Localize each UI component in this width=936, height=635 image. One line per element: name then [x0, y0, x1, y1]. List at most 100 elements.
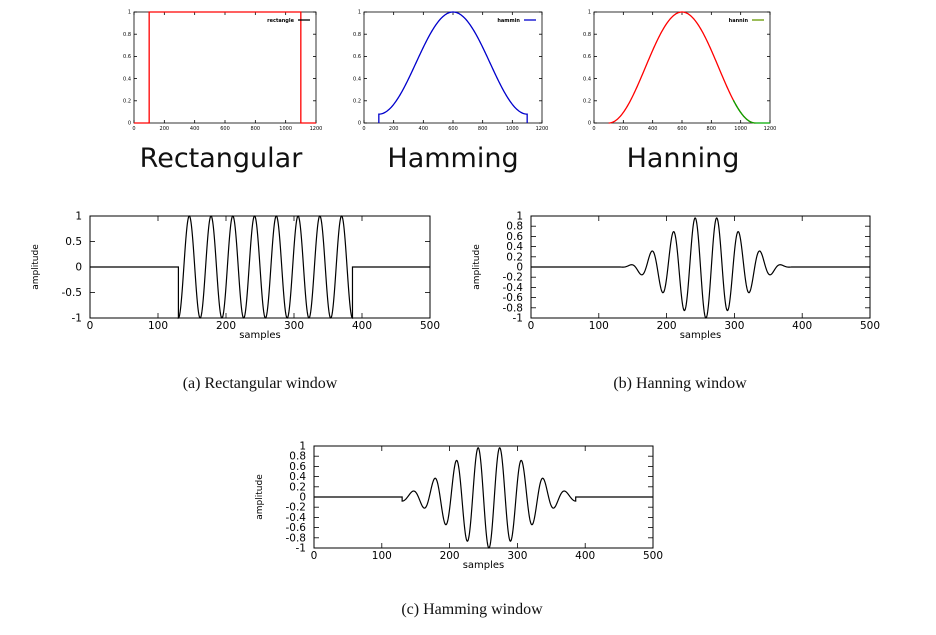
- x-tick-label: 500: [420, 320, 440, 332]
- rectangular-window-chart: 0 200 400 600 800 1000 1200 0 0.2 0.4 0.6 0.8 1 recta…: [123, 10, 322, 132]
- series-line: [608, 11, 756, 124]
- label-hamming: Hamming: [387, 143, 518, 174]
- y-tick-label: -1: [513, 313, 523, 325]
- x-tick-label: 400: [190, 126, 200, 132]
- x-tick-label: 1000: [279, 126, 292, 132]
- y-tick-label: 0: [75, 262, 82, 274]
- x-tick-label: 100: [589, 320, 609, 332]
- x-tick-label: 1200: [310, 126, 323, 132]
- y-tick-label: 0: [299, 492, 306, 504]
- y-axis-label: amplitude: [255, 474, 265, 520]
- x-tick-label: 0: [592, 126, 595, 132]
- x-tick-label: 400: [648, 126, 658, 132]
- y-tick-label: 0.8: [583, 32, 591, 38]
- y-tick-label: 0.8: [289, 451, 306, 463]
- x-tick-label: 1200: [764, 126, 777, 132]
- series-line: [531, 217, 870, 319]
- hanning-window-chart: 0 200 400 600 800 1000 1200 0 0.2 0.4 0.6 0.8 1 hanni…: [583, 10, 776, 132]
- x-axis-label: samples: [680, 330, 722, 341]
- y-tick-label: 0.6: [353, 54, 361, 60]
- x-tick-label: 100: [148, 320, 168, 332]
- legend-label: rectangle: [267, 18, 294, 24]
- x-tick-label: 300: [507, 550, 527, 562]
- label-rectangular: Rectangular: [140, 143, 304, 174]
- y-tick-label: 1: [588, 10, 591, 16]
- x-tick-label: 400: [575, 550, 595, 562]
- y-tick-label: 0: [358, 121, 361, 127]
- y-tick-label: -0.4: [503, 282, 524, 294]
- y-tick-label: 0.8: [353, 32, 361, 38]
- x-tick-label: 400: [419, 126, 429, 132]
- x-tick-label: 200: [160, 126, 170, 132]
- y-tick-label: -0.4: [286, 512, 307, 524]
- y-tick-label: 0.4: [289, 471, 306, 483]
- y-tick-label: 0.8: [506, 221, 523, 233]
- x-tick-label: 800: [478, 126, 488, 132]
- hanning-signal-chart: 0 100 200 300 400 500-1-0.8-0.6-0.4-0.200.20.…: [472, 211, 880, 342]
- x-tick-label: 0: [132, 126, 135, 132]
- x-tick-label: 1000: [734, 126, 747, 132]
- y-tick-label: -0.6: [503, 292, 524, 304]
- y-tick-label: -1: [296, 543, 306, 555]
- y-tick-label: 1: [299, 441, 306, 453]
- y-tick-label: 0.2: [353, 99, 361, 105]
- series-tail-line: [732, 99, 770, 124]
- x-tick-label: 1000: [506, 126, 519, 132]
- label-hanning: Hanning: [627, 143, 740, 174]
- y-tick-label: 0.4: [506, 241, 523, 253]
- x-tick-label: 800: [251, 126, 261, 132]
- x-tick-label: 800: [707, 126, 717, 132]
- y-tick-label: -0.2: [503, 272, 524, 284]
- y-tick-label: 0.4: [353, 76, 361, 82]
- y-tick-label: 1: [128, 10, 131, 16]
- y-tick-label: 0.2: [506, 251, 523, 263]
- x-tick-label: 0: [528, 320, 535, 332]
- caption-c: (c) Hamming window: [401, 601, 543, 618]
- x-tick-label: 0: [311, 550, 318, 562]
- y-tick-label: 1: [516, 211, 523, 223]
- x-tick-label: 300: [284, 320, 304, 332]
- y-tick-label: -0.6: [286, 522, 307, 534]
- y-tick-label: 0: [588, 121, 591, 127]
- y-tick-label: 0.2: [583, 99, 591, 105]
- y-tick-label: 0.4: [123, 76, 131, 82]
- hamming-signal-chart: 0 100 200 300 400 500-1-0.8-0.6-0.4-0.200.20.…: [255, 441, 663, 572]
- y-tick-label: 0.6: [506, 231, 523, 243]
- x-tick-label: 600: [448, 126, 458, 132]
- x-tick-label: 300: [724, 320, 744, 332]
- x-tick-label: 200: [389, 126, 399, 132]
- series-line: [90, 215, 430, 320]
- plot-frame: [363, 11, 543, 124]
- series-line: [378, 11, 528, 123]
- y-tick-label: 0.2: [123, 99, 131, 105]
- x-axis-label: samples: [463, 560, 505, 571]
- legend-label: hammin: [497, 18, 520, 24]
- hamming-window-chart: 0 200 400 600 800 1000 1200 0 0.2 0.4 0.6 0.8 1 hammi…: [353, 10, 548, 132]
- y-tick-label: 0.2: [289, 481, 306, 493]
- y-tick-label: 1: [358, 10, 361, 16]
- x-tick-label: 500: [643, 550, 663, 562]
- y-axis-label: amplitude: [472, 244, 482, 290]
- x-tick-label: 400: [792, 320, 812, 332]
- y-tick-label: 1: [75, 211, 82, 223]
- x-tick-label: 200: [619, 126, 629, 132]
- y-tick-label: 0: [128, 121, 131, 127]
- plot-frame: [133, 11, 317, 124]
- rectangular-signal-chart: 0 100 200 300 400 500 -1 -0.5 0 0.5 1 samples amplit…: [31, 211, 440, 342]
- x-tick-label: 200: [440, 550, 460, 562]
- caption-a: (a) Rectangular window: [183, 375, 338, 392]
- series-line: [314, 447, 653, 549]
- legend-label: hannin: [729, 18, 749, 24]
- x-tick-label: 600: [677, 126, 687, 132]
- x-tick-label: 0: [362, 126, 365, 132]
- x-tick-label: 0: [87, 320, 94, 332]
- y-tick-label: 0.6: [583, 54, 591, 60]
- y-tick-label: -0.5: [62, 287, 83, 299]
- x-tick-label: 200: [657, 320, 677, 332]
- y-tick-label: 0.6: [289, 461, 306, 473]
- x-tick-label: 500: [860, 320, 880, 332]
- x-tick-label: 100: [372, 550, 392, 562]
- y-tick-label: 0.5: [65, 236, 82, 248]
- x-tick-label: 200: [216, 320, 236, 332]
